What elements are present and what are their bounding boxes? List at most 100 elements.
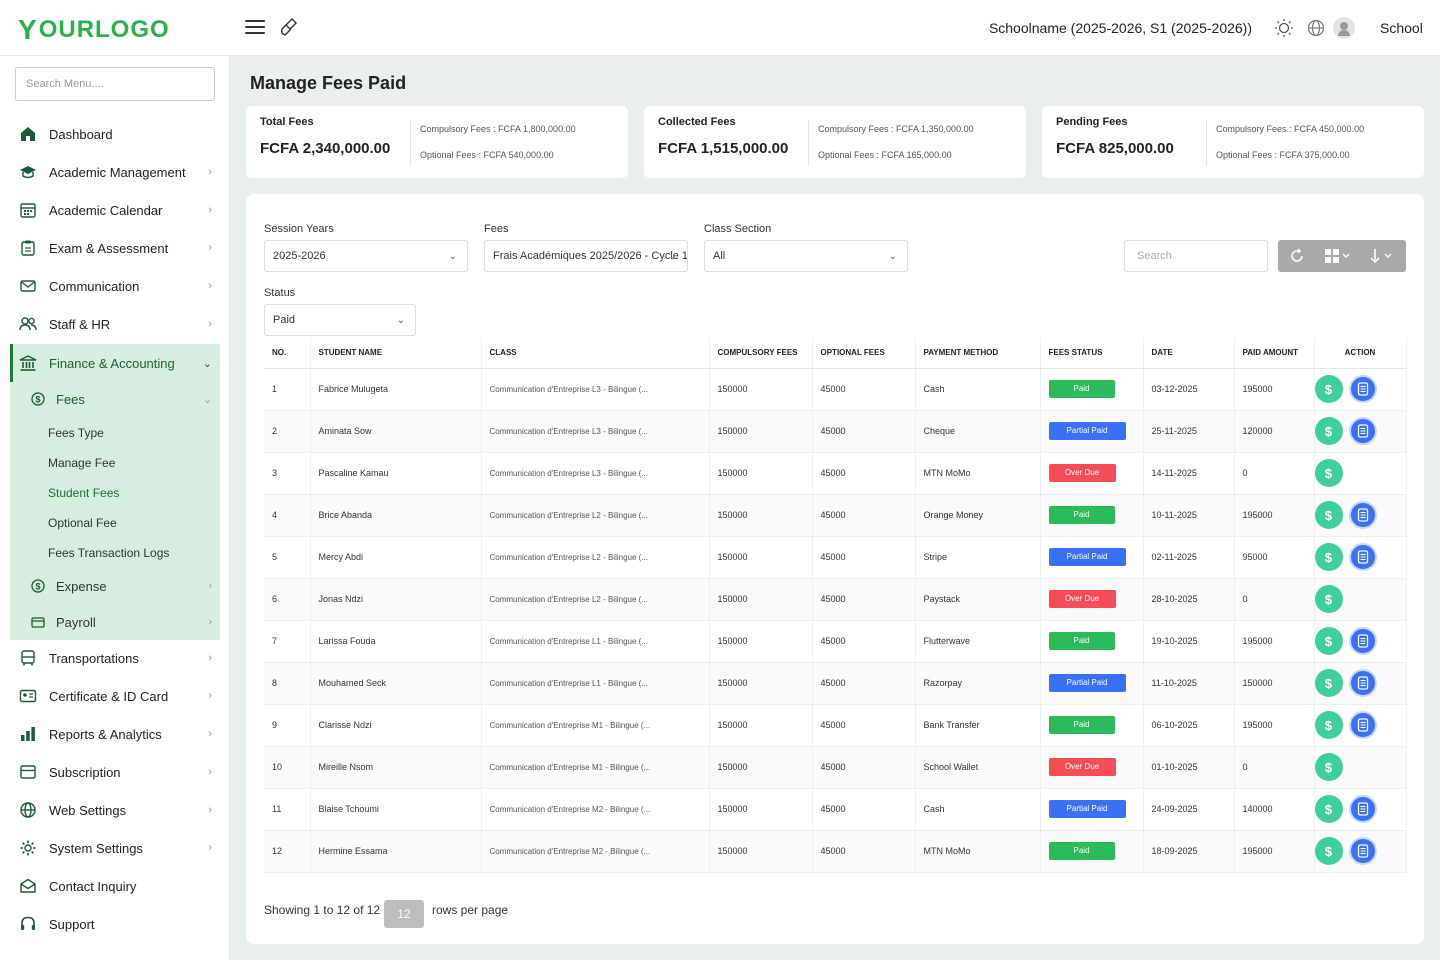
sidebar-subitem-student-fees[interactable]: Student Fees	[10, 478, 220, 508]
cell-payment-method: Orange Money	[915, 494, 1041, 537]
receipt-icon[interactable]	[1348, 711, 1377, 739]
receipt-icon[interactable]	[1348, 795, 1377, 823]
table-row[interactable]: 10 Mireille Nsom Communication d'Entrepris…	[264, 746, 1407, 789]
col-header-compulsory-fees[interactable]: COMPULSORY FEES	[709, 338, 813, 369]
col-header-student-name[interactable]: STUDENT NAME	[310, 338, 482, 369]
cell-student-name: Jonas Ndzi	[310, 578, 482, 621]
receipt-icon[interactable]	[1348, 627, 1377, 655]
refresh-icon[interactable]	[1278, 240, 1316, 272]
pay-dollar-icon[interactable]: $	[1314, 795, 1343, 823]
sidebar-item-finance-accounting[interactable]: Finance & Accounting ⌄	[10, 344, 220, 382]
sun-icon[interactable]	[1273, 17, 1295, 39]
col-header-date[interactable]: DATE	[1143, 338, 1235, 369]
sidebar-item-exam-assessment[interactable]: Exam & Assessment ›	[10, 229, 220, 267]
pay-dollar-icon[interactable]: $	[1314, 753, 1343, 781]
columns-grid-icon[interactable]	[1316, 240, 1360, 272]
col-header-optional-fees[interactable]: OPTIONAL FEES	[812, 338, 916, 369]
school-session-title[interactable]: Schoolname (2025-2026, S1 (2025-2026))	[988, 20, 1252, 36]
sidebar-subitem-optional-fee[interactable]: Optional Fee	[10, 508, 220, 538]
table-row[interactable]: 11 Blaise Tchoumi Communication d'Entrepri…	[264, 788, 1407, 831]
logo[interactable]: Y OURLOGO	[18, 14, 170, 46]
pay-dollar-icon[interactable]: $	[1314, 375, 1343, 403]
download-icon[interactable]	[1360, 240, 1404, 272]
receipt-icon[interactable]	[1348, 669, 1377, 697]
fees-select[interactable]: Frais Académiques 2025/2026 - Cycle 1 ⌄	[484, 240, 688, 272]
pay-dollar-icon[interactable]: $	[1314, 543, 1343, 571]
graduation-cap-icon	[18, 162, 38, 182]
cell-fees-status: Partial Paid	[1040, 662, 1144, 705]
table-row[interactable]: 1 Fabrice Mulugeta Communication d'Entrepr…	[264, 368, 1407, 411]
sidebar-item-reports-analytics[interactable]: Reports & Analytics ›	[10, 715, 220, 753]
globe-icon[interactable]	[1305, 17, 1327, 39]
col-header-fees-status[interactable]: FEES STATUS	[1040, 338, 1144, 369]
calendar-icon	[18, 200, 38, 220]
receipt-icon[interactable]	[1348, 543, 1377, 571]
status-select[interactable]: Paid ⌄	[264, 304, 416, 336]
hamburger-menu-icon[interactable]	[245, 20, 265, 36]
sidebar-subitem-fees-transaction-logs[interactable]: Fees Transaction Logs	[10, 538, 220, 568]
cell-action: $	[1314, 578, 1407, 621]
table-row[interactable]: 3 Pascaline Kamau Communication d'Entrepri…	[264, 452, 1407, 495]
pay-dollar-icon[interactable]: $	[1314, 669, 1343, 697]
svg-text:$: $	[35, 582, 40, 592]
pay-dollar-icon[interactable]: $	[1314, 585, 1343, 613]
sidebar-subitem-fees-type[interactable]: Fees Type	[10, 418, 220, 448]
receipt-icon[interactable]	[1348, 417, 1377, 445]
menu-search-input[interactable]	[15, 67, 215, 101]
receipt-icon[interactable]	[1348, 375, 1377, 403]
cell-student-name: Mireille Nsom	[310, 746, 482, 789]
avatar[interactable]	[1333, 17, 1355, 39]
col-header-class[interactable]: CLASS	[481, 338, 710, 369]
sidebar-item-subscription[interactable]: Subscription ›	[10, 753, 220, 791]
receipt-icon[interactable]	[1348, 501, 1377, 529]
table-row[interactable]: 12 Hermine Essama Communication d'Entrepri…	[264, 830, 1407, 873]
col-header-payment-method[interactable]: PAYMENT METHOD	[915, 338, 1041, 369]
sidebar-item-certificate-id-card[interactable]: Certificate & ID Card ›	[10, 677, 220, 715]
chevron-right-icon: ›	[208, 204, 212, 216]
pay-dollar-icon[interactable]: $	[1314, 459, 1343, 487]
col-header-no[interactable]: NO.	[264, 338, 311, 369]
class-section-select[interactable]: All ⌄	[704, 240, 908, 272]
sidebar-item-contact-inquiry[interactable]: Contact Inquiry	[10, 867, 220, 905]
card-label: Pending Fees	[1056, 116, 1128, 128]
broom-icon[interactable]	[279, 17, 299, 42]
sidebar-subitem-expense[interactable]: $ Expense ›	[10, 571, 220, 601]
cell-no: 3	[264, 452, 311, 495]
session-years-select[interactable]: 2025-2026 ⌄	[264, 240, 468, 272]
pay-dollar-icon[interactable]: $	[1314, 501, 1343, 529]
table-row[interactable]: 4 Brice Abanda Communication d'Entreprise …	[264, 494, 1407, 537]
cell-compulsory-fees: 150000	[709, 368, 813, 411]
col-header-paid-amount[interactable]: PAID AMOUNT	[1234, 338, 1315, 369]
user-role-label[interactable]: School	[1380, 20, 1423, 36]
table-row[interactable]: 7 Larissa Fouda Communication d'Entreprise…	[264, 620, 1407, 663]
table-row[interactable]: 9 Clarisse Ndzi Communication d'Entreprise…	[264, 704, 1407, 747]
sidebar-item-transportations[interactable]: Transportations ›	[10, 639, 220, 677]
table-search-input[interactable]	[1124, 240, 1268, 272]
cell-fees-status: Paid	[1040, 704, 1144, 747]
sidebar-item-dashboard[interactable]: Dashboard	[10, 115, 220, 153]
pay-dollar-icon[interactable]: $	[1314, 711, 1343, 739]
pay-dollar-icon[interactable]: $	[1314, 627, 1343, 655]
cell-optional-fees: 45000	[812, 704, 916, 747]
cell-student-name: Fabrice Mulugeta	[310, 368, 482, 411]
sidebar-item-communication[interactable]: Communication ›	[10, 267, 220, 305]
pay-dollar-icon[interactable]: $	[1314, 837, 1343, 865]
cell-date: 19-10-2025	[1143, 620, 1235, 663]
pay-dollar-icon[interactable]: $	[1314, 417, 1343, 445]
sidebar-item-staff-hr[interactable]: Staff & HR ›	[10, 305, 220, 343]
sidebar-item-system-settings[interactable]: System Settings ›	[10, 829, 220, 867]
table-row[interactable]: 8 Mouhamed Seck Communication d'Entreprise…	[264, 662, 1407, 705]
table-row[interactable]: 5 Mercy Abdi Communication d'Entreprise L2…	[264, 536, 1407, 579]
page-size-button[interactable]: 12	[384, 900, 424, 928]
sidebar-item-academic-calendar[interactable]: Academic Calendar ›	[10, 191, 220, 229]
sidebar-subitem-manage-fee[interactable]: Manage Fee	[10, 448, 220, 478]
receipt-icon[interactable]	[1348, 837, 1377, 865]
sidebar-item-academic-management[interactable]: Academic Management ›	[10, 153, 220, 191]
sidebar-subitem-payroll[interactable]: Payroll ›	[10, 607, 220, 637]
table-row[interactable]: 6 Jonas Ndzi Communication d'Entreprise L2…	[264, 578, 1407, 621]
cell-date: 11-10-2025	[1143, 662, 1235, 705]
sidebar-subitem-fees[interactable]: $ Fees ⌄	[10, 384, 220, 414]
sidebar-item-support[interactable]: Support	[10, 905, 220, 943]
table-row[interactable]: 2 Aminata Sow Communication d'Entreprise L…	[264, 410, 1407, 453]
sidebar-item-web-settings[interactable]: Web Settings ›	[10, 791, 220, 829]
